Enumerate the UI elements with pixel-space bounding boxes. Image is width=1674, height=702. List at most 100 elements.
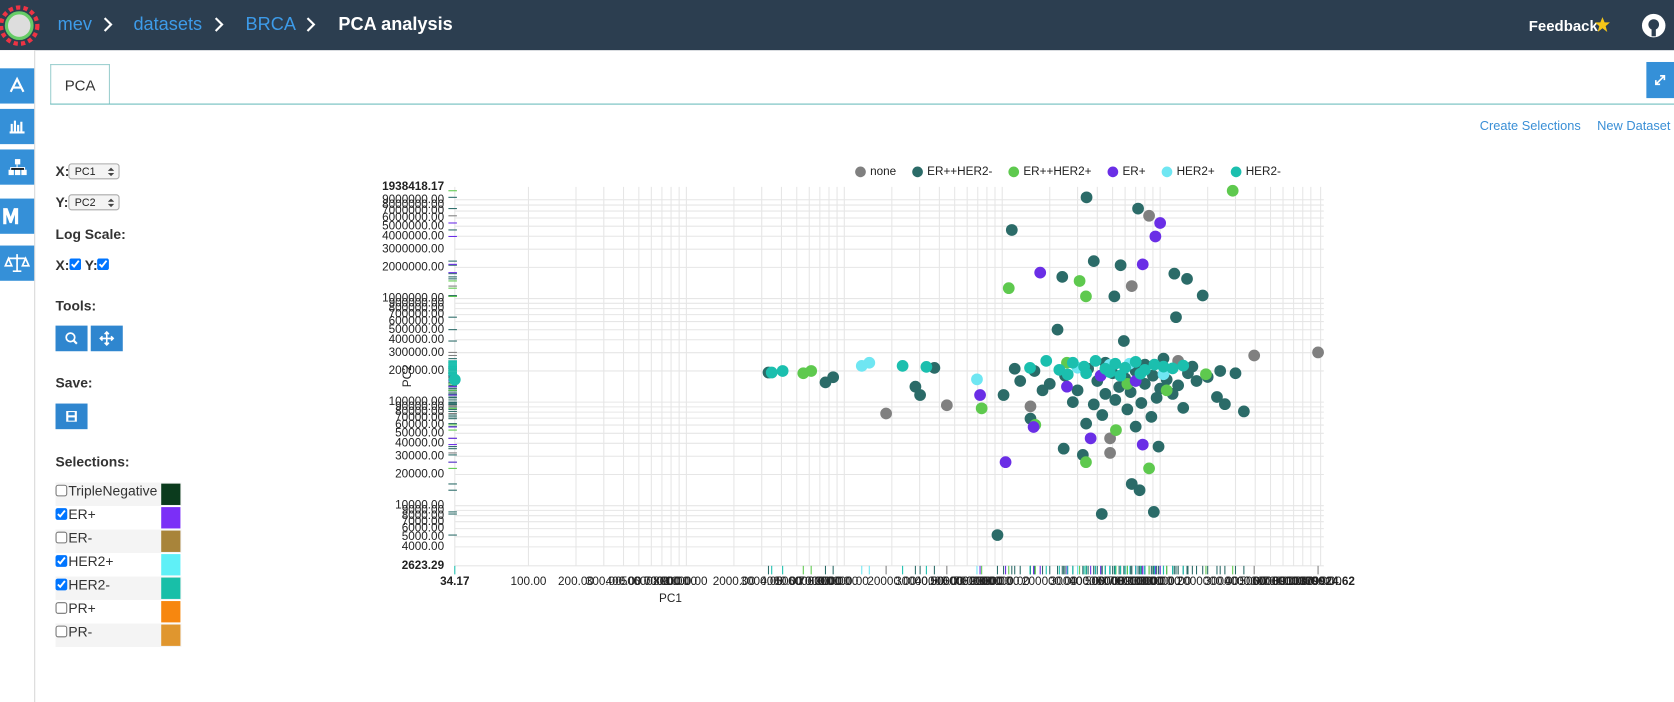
x-tick-label: 9000.00 <box>816 575 859 588</box>
x-tick-label: 200.00 <box>558 575 594 588</box>
point <box>1135 397 1148 409</box>
point <box>1143 209 1155 222</box>
x-tick-label: 8000.00 <box>808 575 851 588</box>
point <box>797 367 810 380</box>
y-tick-label: 600000.00 <box>389 315 445 328</box>
point <box>1108 290 1121 303</box>
x-tick-label: 70000.00 <box>953 575 1002 588</box>
x-select[interactable]: PC1 <box>68 163 120 180</box>
selection-color[interactable] <box>161 483 181 505</box>
point <box>1040 355 1053 367</box>
save-button[interactable] <box>55 403 88 430</box>
point <box>1200 368 1212 381</box>
point <box>1103 366 1116 378</box>
selection-row: ER- <box>55 529 182 554</box>
selection-color[interactable] <box>161 577 181 599</box>
page-title: PCA analysis <box>338 13 453 35</box>
y-tick-label: 60000.00 <box>395 418 444 431</box>
expand-button[interactable] <box>1646 61 1674 99</box>
point <box>1237 405 1250 418</box>
y-tick-label: 400000.00 <box>389 333 445 346</box>
point <box>1136 258 1149 271</box>
log-y-checkbox[interactable] <box>97 258 110 271</box>
y-tick-label: 7000000.00 <box>382 204 444 217</box>
github-icon[interactable] <box>1640 12 1668 40</box>
point <box>1027 421 1040 433</box>
selection-color[interactable] <box>161 624 181 646</box>
create-selections-link[interactable]: Create Selections <box>1479 118 1581 134</box>
y-tick-label: 3000000.00 <box>382 242 444 255</box>
breadcrumb[interactable]: datasets <box>133 13 203 35</box>
zoom-button[interactable] <box>55 325 88 352</box>
x-tick-label: 3000.00 <box>741 575 784 588</box>
point <box>1099 388 1112 400</box>
y-tick-label: 500000.00 <box>389 323 445 336</box>
point <box>1125 280 1138 292</box>
sidebar-button[interactable] <box>0 108 35 145</box>
tab[interactable]: PCA <box>50 64 110 105</box>
sidebar-button[interactable] <box>0 245 35 281</box>
legend-label: ER++HER2- <box>927 165 992 178</box>
selection-color[interactable] <box>161 554 181 576</box>
selection-checkbox[interactable] <box>55 578 68 591</box>
point <box>1214 365 1227 377</box>
selection-row: PR+ <box>55 599 182 624</box>
point <box>896 359 909 372</box>
y-tick-label: 6000000.00 <box>382 211 444 224</box>
selection-checkbox[interactable] <box>55 484 68 497</box>
point <box>1177 401 1190 414</box>
chevron <box>103 17 113 32</box>
sidebar-button[interactable] <box>0 198 35 234</box>
x-tick-label: 34.17 <box>440 575 470 588</box>
x-tick-label: 90000.00 <box>971 575 1020 588</box>
x-select-label: X: <box>55 163 70 180</box>
point <box>1095 508 1108 520</box>
point <box>1087 398 1100 411</box>
log-x-checkbox[interactable] <box>69 258 82 271</box>
selection-color[interactable] <box>161 507 181 529</box>
selection-color[interactable] <box>161 530 181 552</box>
sidebar-button[interactable] <box>0 149 35 185</box>
x-tick-label: 3000000.00 <box>1204 575 1266 588</box>
point <box>1005 224 1018 236</box>
legend-label: none <box>870 165 896 178</box>
point <box>448 373 461 386</box>
point <box>1186 360 1199 373</box>
selection-color[interactable] <box>161 601 181 623</box>
point <box>991 529 1004 541</box>
y-tick-label: 40000.00 <box>395 436 444 449</box>
selection-checkbox[interactable] <box>55 531 68 544</box>
selection-checkbox[interactable] <box>55 602 68 614</box>
y-select[interactable]: PC2 <box>68 194 120 211</box>
selections-label: Selections: <box>55 453 130 470</box>
point <box>1080 417 1093 430</box>
selection-row: PR- <box>55 623 182 647</box>
x-tick-label: 700.00 <box>644 575 680 588</box>
x-tick-label: 9000000.00 <box>1280 575 1342 588</box>
new-dataset-link[interactable]: New Dataset <box>1597 118 1671 134</box>
y-tick-label: 70000.00 <box>395 411 444 424</box>
legend-label: HER2- <box>1246 165 1281 178</box>
x-tick-label: 1000000.00 <box>1129 575 1191 588</box>
y-tick-label: 300000.00 <box>389 346 445 359</box>
selection-checkbox[interactable] <box>55 555 68 567</box>
selection-row: ER+ <box>55 506 182 530</box>
x-tick-label: 10000.00 <box>820 575 869 588</box>
y-tick-label: 100000.00 <box>389 395 445 408</box>
x-tick-label: 1000.00 <box>665 575 708 588</box>
x-tick-label: 400000.00 <box>1070 575 1126 588</box>
pan-button[interactable] <box>90 325 123 352</box>
sidebar-button[interactable] <box>0 68 35 104</box>
point <box>1109 394 1122 406</box>
breadcrumb[interactable]: BRCA <box>245 13 296 35</box>
selection-checkbox[interactable] <box>55 625 68 638</box>
feedback-link[interactable]: Feedback <box>1528 17 1598 35</box>
point <box>1008 362 1021 375</box>
breadcrumb[interactable]: mev <box>57 13 92 35</box>
y-tick-label: 2623.29 <box>402 559 445 572</box>
selection-checkbox[interactable] <box>55 508 68 520</box>
point <box>1110 424 1122 436</box>
legend-label: ER+ <box>1122 165 1145 178</box>
